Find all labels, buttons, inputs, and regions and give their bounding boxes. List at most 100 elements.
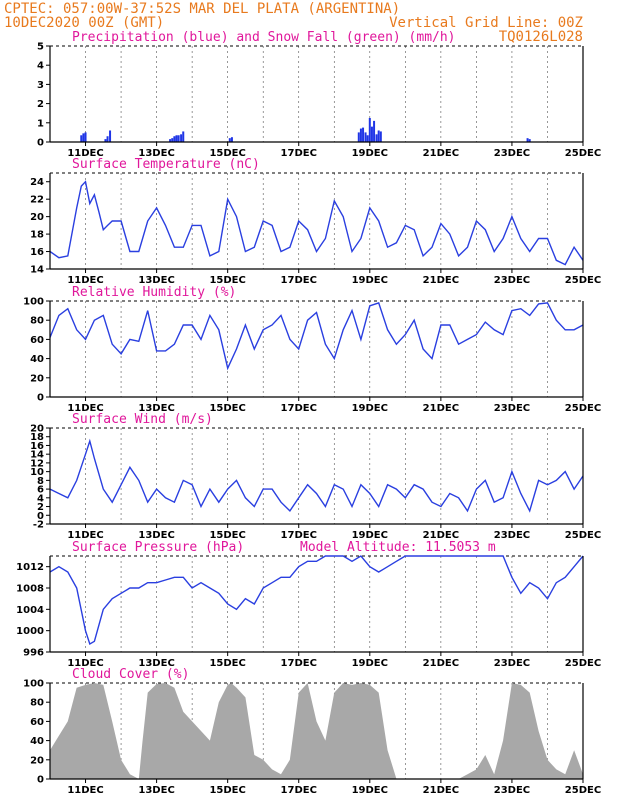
x-tick-label: 17DEC [281,530,317,541]
wind-title: Surface Wind (m/s) [72,412,213,427]
x-tick-label: 19DEC [352,785,388,796]
y-tick-label: 20 [30,373,44,384]
model-code-label: TQ0126L028 [499,29,583,45]
precip-bar [182,131,185,142]
x-tick-label: 25DEC [565,785,601,796]
x-tick-label: 15DEC [209,403,245,414]
x-tick-label: 13DEC [138,275,174,286]
x-tick-label: 19DEC [352,403,388,414]
temperature-panel: Surface Temperature (nC) 14 16 18 20 22 24 11D… [30,157,601,286]
precip-bar [373,120,376,142]
y-tick-label: 14 [30,450,44,461]
precip-bar [171,138,174,142]
x-tick-label: 19DEC [352,658,388,669]
precip-bar [169,139,172,142]
y-tick-label: 40 [30,736,44,747]
x-tick-label: 21DEC [423,148,459,159]
precip-bar [526,138,529,142]
y-tick-label: 16 [30,441,44,452]
precip-bar [173,136,176,142]
x-tick-label: 11DEC [67,148,103,159]
y-tick-label: 0 [37,775,44,786]
series-line [49,180,584,266]
run-time-label: 10DEC2020 00Z (GMT) [4,15,164,31]
humidity-panel: Relative Humidity (%) 0 20 40 60 80 100 11DEC 1… [23,285,601,414]
precip-bar [377,130,380,142]
precip-bar [528,139,531,142]
x-tick-label: 15DEC [209,148,245,159]
x-tick-label: 25DEC [565,148,601,159]
precipitation-panel: Precipitation (blue) and Snow Fall (gree… [37,30,601,159]
precipitation-title: Precipitation (blue) and Snow Fall (gree… [72,30,456,45]
x-tick-label: 11DEC [67,530,103,541]
precip-bar [175,135,178,142]
x-tick-label: 19DEC [352,530,388,541]
x-tick-label: 13DEC [138,403,174,414]
x-tick-label: 17DEC [281,658,317,669]
x-tick-label: 23DEC [494,148,530,159]
precip-bar [364,132,367,142]
series-line [49,438,584,513]
x-tick-label: 15DEC [209,275,245,286]
precip-bar [366,135,369,142]
precip-bar [230,137,233,142]
series-line [49,302,584,371]
x-tick-label: 13DEC [138,658,174,669]
y-tick-label: 1008 [16,584,44,595]
y-tick-label: 1004 [16,605,44,616]
precip-bar [104,139,107,142]
precip-bar [84,132,87,142]
y-tick-label: 60 [30,335,44,346]
y-tick-label: 12 [30,458,44,469]
y-tick-label: 2 [37,99,44,110]
x-tick-label: 19DEC [352,148,388,159]
y-tick-label: 80 [30,316,44,327]
x-tick-label: 15DEC [209,658,245,669]
grid-note-label: Vertical Grid Line: 00Z [389,15,583,31]
y-tick-label: 60 [30,717,44,728]
x-tick-label: 23DEC [494,275,530,286]
precip-bar [177,135,180,142]
x-tick-label: 25DEC [565,275,601,286]
y-tick-label: -2 [33,520,44,531]
y-tick-label: 6 [37,485,44,496]
precip-bar [109,130,112,142]
y-tick-label: 22 [30,195,44,206]
x-tick-label: 25DEC [565,530,601,541]
x-tick-label: 17DEC [281,275,317,286]
model-altitude-label: Model Altitude: 11.5053 m [300,540,496,555]
y-tick-label: 0 [37,138,44,149]
y-tick-label: 1000 [16,626,44,637]
temperature-title: Surface Temperature (nC) [72,157,260,172]
precip-bar [106,136,109,142]
y-tick-label: 4 [37,493,44,504]
x-tick-label: 19DEC [352,275,388,286]
pressure-title: Surface Pressure (hPa) [72,540,244,555]
y-tick-label: 20 [30,424,44,435]
x-tick-label: 11DEC [67,403,103,414]
x-tick-label: 11DEC [67,785,103,796]
y-tick-label: 0 [37,393,44,404]
precip-bar [359,128,362,142]
y-tick-label: 1012 [16,562,44,573]
x-tick-label: 21DEC [423,658,459,669]
y-tick-label: 2 [37,502,44,513]
x-tick-label: 21DEC [423,785,459,796]
y-tick-label: 5 [37,42,44,53]
y-tick-label: 0 [37,511,44,522]
precip-bar [228,138,231,142]
x-tick-label: 23DEC [494,530,530,541]
x-tick-label: 23DEC [494,403,530,414]
cloud-cover-area [50,683,583,779]
y-tick-label: 16 [30,247,44,258]
y-tick-label: 14 [30,265,44,276]
x-tick-label: 13DEC [138,530,174,541]
y-tick-label: 100 [23,297,44,308]
precip-bar [357,132,360,142]
x-tick-label: 23DEC [494,658,530,669]
y-tick-label: 3 [37,80,44,91]
y-tick-label: 996 [23,648,44,659]
y-tick-label: 1 [37,118,44,129]
